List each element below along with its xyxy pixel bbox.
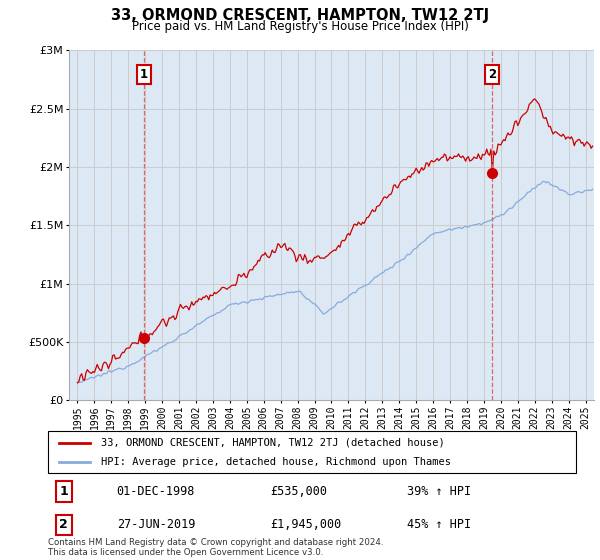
Text: HPI: Average price, detached house, Richmond upon Thames: HPI: Average price, detached house, Rich… xyxy=(101,457,451,467)
Text: 27-JUN-2019: 27-JUN-2019 xyxy=(116,519,195,531)
Text: 1: 1 xyxy=(140,68,148,81)
Text: Price paid vs. HM Land Registry's House Price Index (HPI): Price paid vs. HM Land Registry's House … xyxy=(131,20,469,32)
Text: 33, ORMOND CRESCENT, HAMPTON, TW12 2TJ (detached house): 33, ORMOND CRESCENT, HAMPTON, TW12 2TJ (… xyxy=(101,437,445,447)
Text: 2: 2 xyxy=(488,68,496,81)
Text: 39% ↑ HPI: 39% ↑ HPI xyxy=(407,485,471,498)
Text: £1,945,000: £1,945,000 xyxy=(270,519,341,531)
Text: 01-DEC-1998: 01-DEC-1998 xyxy=(116,485,195,498)
Text: £535,000: £535,000 xyxy=(270,485,327,498)
Text: 2: 2 xyxy=(59,519,68,531)
Text: 45% ↑ HPI: 45% ↑ HPI xyxy=(407,519,471,531)
Text: 1: 1 xyxy=(59,485,68,498)
Text: Contains HM Land Registry data © Crown copyright and database right 2024.
This d: Contains HM Land Registry data © Crown c… xyxy=(48,538,383,557)
Text: 33, ORMOND CRESCENT, HAMPTON, TW12 2TJ: 33, ORMOND CRESCENT, HAMPTON, TW12 2TJ xyxy=(111,8,489,24)
